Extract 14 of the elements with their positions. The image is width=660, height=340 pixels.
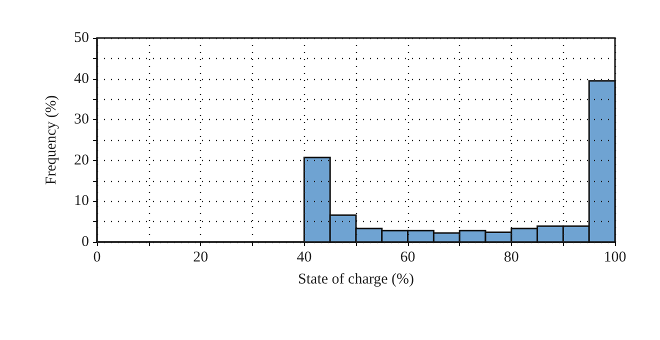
x-tick-label: 20 [193,250,208,266]
y-tick-label: 20 [74,152,89,168]
x-tick-label: 100 [604,250,626,266]
x-tick-label: 0 [93,250,101,266]
y-axis-title: Frequency (%) [44,95,60,185]
x-tick-label: 80 [504,250,519,266]
y-tick-label: 40 [74,70,89,87]
x-axis-title: State of charge (%) [298,272,414,288]
y-tick-label: 30 [74,112,89,128]
y-tick-label: 10 [74,193,89,210]
x-tick-label: 60 [400,250,416,266]
x-tick-label: 40 [296,250,312,266]
y-tick-label: 0 [82,234,89,250]
y-tick-label: 50 [74,30,89,46]
